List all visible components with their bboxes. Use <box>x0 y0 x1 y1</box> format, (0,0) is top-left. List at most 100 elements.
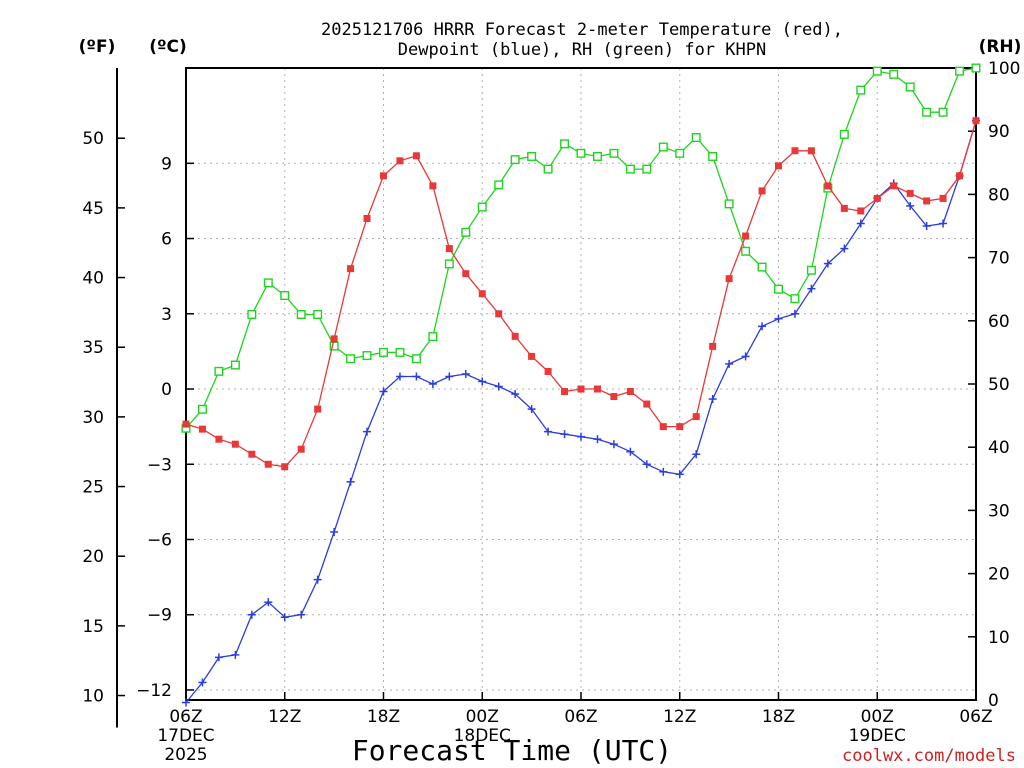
fahrenheit-tick-label: 35 <box>82 338 104 358</box>
rh-point <box>346 354 356 364</box>
rh-point <box>379 347 389 357</box>
rh-tick-label: 90 <box>988 122 1010 142</box>
temperature-point <box>890 182 898 190</box>
rh-point <box>955 66 965 76</box>
fahrenheit-tick-label: 15 <box>82 617 104 637</box>
temperature-point <box>807 147 815 155</box>
tick-labels: 101520253035404550−12−9−6−30369010203040… <box>82 59 1020 765</box>
temperature-point <box>610 393 618 401</box>
dewpoint-point <box>790 309 799 318</box>
dewpoint-point <box>198 678 207 687</box>
dewpoint-point <box>280 613 289 622</box>
rh-point <box>757 262 767 272</box>
dewpoint-point <box>725 359 734 368</box>
fahrenheit-tick-label: 45 <box>82 199 104 219</box>
temperature-point <box>791 147 799 155</box>
temperature-point <box>297 445 305 453</box>
rh-point <box>543 164 553 174</box>
rh-tick-label: 80 <box>988 185 1010 205</box>
temperature-point <box>725 275 733 283</box>
axes <box>116 67 977 728</box>
dewpoint-point <box>659 467 668 476</box>
fahrenheit-tick-label: 50 <box>82 129 104 149</box>
dewpoint-point <box>692 450 701 459</box>
temperature-point <box>429 182 437 190</box>
dewpoint-point <box>758 322 767 331</box>
rh-point <box>444 259 454 269</box>
temperature-point <box>478 290 486 298</box>
x-tick-label: 06Z <box>959 707 992 727</box>
temperature-point <box>709 342 717 350</box>
dewpoint-point <box>807 284 816 293</box>
temperature-point <box>972 117 980 125</box>
dewpoint-point <box>346 477 355 486</box>
temperature-point <box>676 423 684 431</box>
dewpoint-point <box>428 380 437 388</box>
temperature-point <box>939 194 947 202</box>
temperature-point <box>314 405 322 413</box>
x-tick-label: 06Z <box>169 707 202 727</box>
temperature-point <box>873 194 881 202</box>
rh-tick-label: 40 <box>988 438 1010 458</box>
temperature-point <box>626 388 634 396</box>
credit-text: coolwx.com/models <box>842 746 1016 766</box>
rh-point <box>790 294 800 304</box>
temperature-point <box>593 385 601 393</box>
temperature-point <box>561 388 569 396</box>
dewpoint-point <box>363 427 372 436</box>
data-series <box>181 63 981 707</box>
temperature-point <box>923 197 931 205</box>
temperature-point <box>643 400 651 408</box>
x-axis-title: Forecast Time (UTC) <box>352 734 672 767</box>
rh-point <box>905 82 915 92</box>
grid-lines <box>186 68 976 700</box>
rh-tick-label: 0 <box>988 691 999 711</box>
dewpoint-point <box>231 650 240 659</box>
temperature-point <box>840 204 848 212</box>
dewpoint-point <box>544 427 553 436</box>
dewpoint-point <box>593 435 602 444</box>
temperature-point <box>775 162 782 170</box>
fahrenheit-unit-label: (ºF) <box>79 37 116 57</box>
fahrenheit-tick-label: 30 <box>82 408 104 428</box>
dewpoint-point <box>560 430 569 439</box>
temperature-point <box>396 157 404 165</box>
rh-point <box>872 66 882 76</box>
fahrenheit-tick-label: 20 <box>82 547 104 567</box>
temperature-point <box>231 440 239 448</box>
x-tick-label: 18Z <box>762 707 795 727</box>
rh-point <box>806 265 816 275</box>
dewpoint-point <box>494 382 503 391</box>
rh-point <box>938 107 948 117</box>
rh-point <box>560 139 570 149</box>
temperature-point <box>544 367 552 375</box>
dewpoint-point <box>675 470 684 479</box>
dewpoint-point <box>461 369 470 378</box>
temperature-point <box>248 450 256 458</box>
temperature-point <box>445 245 453 253</box>
temperature-point <box>363 214 371 222</box>
temperature-point <box>412 152 420 160</box>
rh-point <box>477 202 487 212</box>
rh-point <box>411 354 421 364</box>
temperature-point <box>577 385 585 393</box>
rh-point <box>362 351 372 361</box>
temperature-point <box>906 189 914 197</box>
dewpoint-point <box>264 598 273 607</box>
temperature-point <box>462 270 470 278</box>
rh-point <box>230 360 240 370</box>
dewpoint-point <box>412 372 421 381</box>
fahrenheit-tick-label: 25 <box>82 478 104 498</box>
rh-point <box>313 309 323 319</box>
celsius-unit-label: (ºC) <box>149 37 187 57</box>
x-tick-date-label: 17DEC <box>157 726 214 746</box>
dewpoint-point <box>774 314 783 323</box>
dewpoint-point <box>708 395 717 404</box>
rh-tick-label: 10 <box>988 628 1010 648</box>
dewpoint-point <box>379 387 388 396</box>
dewpoint-point <box>395 372 404 381</box>
rh-point <box>510 155 520 165</box>
rh-point <box>280 291 290 301</box>
fahrenheit-tick-label: 10 <box>82 687 104 707</box>
rh-tick-label: 20 <box>988 565 1010 585</box>
